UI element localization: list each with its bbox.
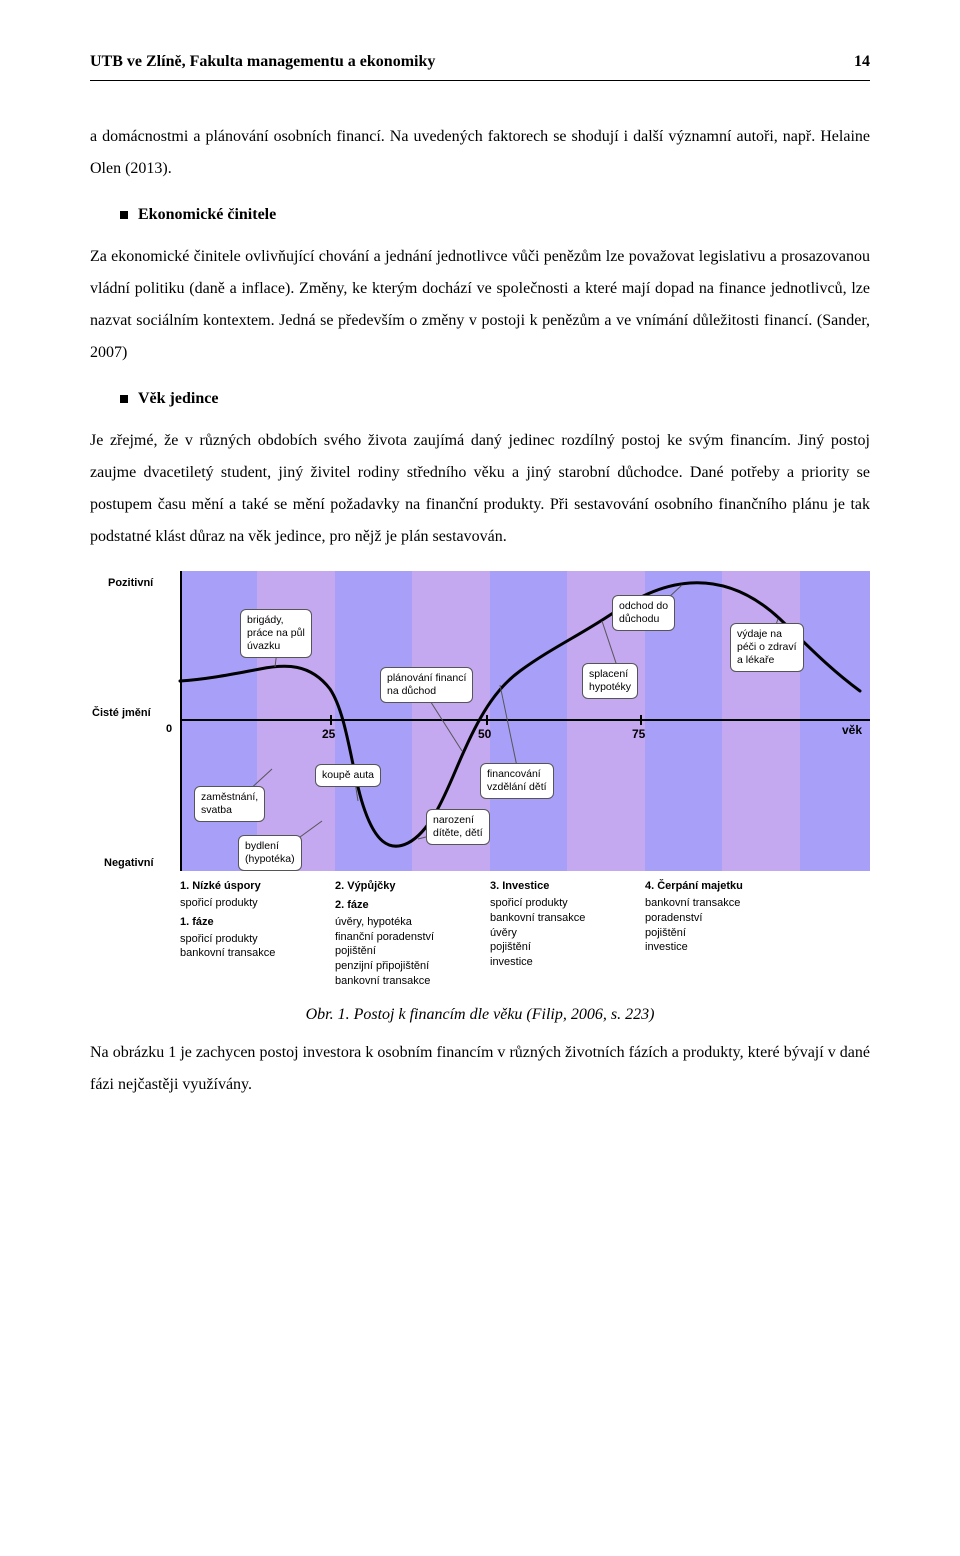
phase-line: investice — [490, 955, 637, 970]
callout: plánování financína důchod — [380, 667, 473, 703]
phase-line: penzijní připojištění — [335, 959, 482, 974]
phase-line: úvěry — [490, 926, 637, 941]
phase-cell — [90, 879, 180, 989]
bullet-square-icon — [120, 211, 128, 219]
phase-line: poradenství — [645, 911, 787, 926]
callout: splaceníhypotéky — [582, 663, 638, 699]
callout: výdaje napéči o zdravía lékaře — [730, 623, 804, 672]
phase-title: 1. Nízké úspory — [180, 879, 327, 894]
heading-economic-factors: Ekonomické činitele — [120, 203, 870, 227]
phase-line: pojištění — [335, 944, 482, 959]
phase-cell: 3. Investice spořicí produktybankovní tra… — [490, 879, 645, 989]
callout: bydlení(hypotéka) — [238, 835, 302, 871]
paragraph-4: Na obrázku 1 je zachycen postoj investor… — [90, 1037, 870, 1101]
phase-line: bankovní transakce — [645, 896, 787, 911]
phase-title: 4. Čerpání majetku — [645, 879, 787, 894]
callout: financovánívzdělání dětí — [480, 763, 554, 799]
callout: narozenídítěte, dětí — [426, 809, 490, 845]
phase-line: úvěry, hypotéka — [335, 915, 482, 930]
header-page-number: 14 — [854, 50, 870, 74]
figure-caption: Obr. 1. Postoj k financím dle věku (Fili… — [90, 1003, 870, 1027]
paragraph-3: Je zřejmé, že v různých obdobích svého ž… — [90, 425, 870, 553]
phase-line: finanční poradenství — [335, 930, 482, 945]
figure-phase-row: 1. Nízké úspory spořicí produkty 1. fáze sp… — [90, 879, 870, 989]
bullet-square-icon — [120, 395, 128, 403]
phase-line: pojištění — [490, 940, 637, 955]
phase-line: spořicí produkty — [180, 932, 327, 947]
phase-title: 2. fáze — [335, 898, 482, 913]
paragraph-2: Za ekonomické činitele ovlivňující chová… — [90, 241, 870, 369]
page-header: UTB ve Zlíně, Fakulta managementu a ekon… — [90, 50, 870, 81]
phase-line: spořicí produkty — [490, 896, 637, 911]
header-institution: UTB ve Zlíně, Fakulta managementu a ekon… — [90, 50, 435, 74]
callout: koupě auta — [315, 764, 381, 787]
phase-cell: 4. Čerpání majetku bankovní transakcepora… — [645, 879, 795, 989]
heading-economic-factors-text: Ekonomické činitele — [138, 203, 276, 227]
figure-1: PozitivníČisté jmění0Negativní255075věkb… — [90, 571, 870, 1027]
phase-cell — [795, 879, 870, 989]
callout: odchod dodůchodu — [612, 595, 675, 631]
heading-age: Věk jedince — [120, 387, 870, 411]
phase-line: bankovní transakce — [180, 946, 327, 961]
phase-line: bankovní transakce — [335, 974, 482, 989]
paragraph-1: a domácnostmi a plánování osobních finan… — [90, 121, 870, 185]
phase-title: 3. Investice — [490, 879, 637, 894]
callout: brigády,práce na půlúvazku — [240, 609, 312, 658]
phase-title: 2. Výpůjčky — [335, 879, 482, 894]
callout: zaměstnání,svatba — [194, 786, 265, 822]
phase-line: pojištění — [645, 926, 787, 941]
phase-line: bankovní transakce — [490, 911, 637, 926]
phase-line: spořicí produkty — [180, 896, 327, 911]
figure-plot-area: PozitivníČisté jmění0Negativní255075věkb… — [90, 571, 870, 871]
phase-cell: 2. Výpůjčky 2. fáze úvěry, hypotékafinančn… — [335, 879, 490, 989]
phase-line: investice — [645, 940, 787, 955]
figure-container: PozitivníČisté jmění0Negativní255075věkb… — [90, 571, 870, 989]
phase-title: 1. fáze — [180, 915, 327, 930]
heading-age-text: Věk jedince — [138, 387, 218, 411]
phase-cell: 1. Nízké úspory spořicí produkty 1. fáze sp… — [180, 879, 335, 989]
